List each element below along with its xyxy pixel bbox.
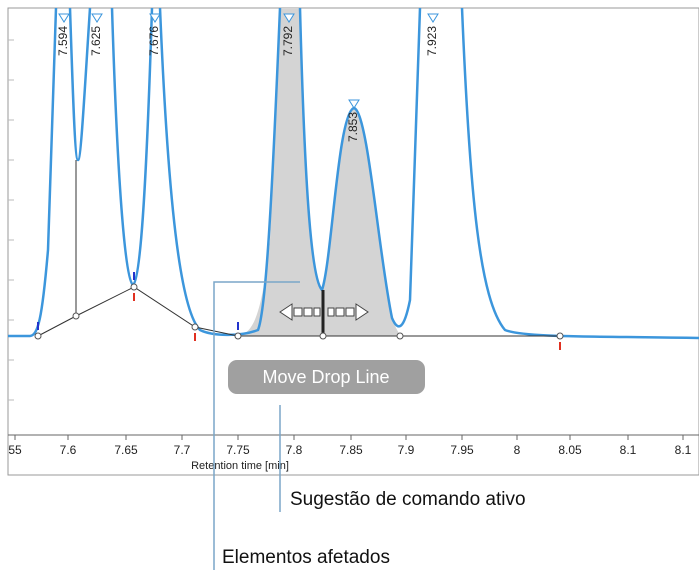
x-tick-label: 8.05 [558,443,582,457]
peak-label: 7.792 [281,26,295,56]
x-tick-label: 7.6 [60,443,77,457]
x-tick-label: 55 [8,443,22,457]
x-tick-label: 8.1 [620,443,637,457]
left-ticks [8,39,14,401]
x-axis-label: Retention time [min] [191,460,289,472]
x-tick-label: 7.8 [286,443,303,457]
x-tick-label: 8 [514,443,521,457]
peak-marker [149,13,161,23]
peak-marker [91,13,103,23]
callout-text: Elementos afetados [222,547,390,568]
peak-marker [283,13,295,23]
peak-label: 7.853 [346,112,360,142]
drag-handle[interactable] [279,303,369,321]
callout-lines [213,281,300,570]
peak-markers [37,272,561,350]
callout-text: Sugestão de comando ativo [290,489,526,510]
peak-label: 7.594 [56,26,70,56]
x-tick-label: 7.65 [114,443,138,457]
peak-label: 7.676 [147,26,161,56]
peak-label: 7.923 [425,26,439,56]
x-tick-label: 7.85 [339,443,363,457]
tooltip-text: Move Drop Line [262,367,389,387]
x-tick-label: 7.9 [398,443,415,457]
x-ticks: 55 7.6 7.65 7.7 7.75 7.8 7.85 7.9 7.95 8 8.05 8.1 8.… [8,435,692,457]
peak-marker [348,99,360,109]
peak-area [322,108,400,336]
x-tick-label: 8.1 [675,443,692,457]
peak-labels: 7.594 7.625 7.676 7.792 7.853 7.923 [56,13,439,142]
x-tick-label: 7.75 [226,443,250,457]
tooltip-box [228,360,425,394]
peak-marker [427,13,439,23]
baseline [37,286,560,337]
peak-label: 7.625 [89,26,103,56]
peak-marker [58,13,70,23]
baseline-points [34,283,564,340]
x-tick-label: 7.95 [450,443,474,457]
x-tick-label: 7.7 [174,443,191,457]
